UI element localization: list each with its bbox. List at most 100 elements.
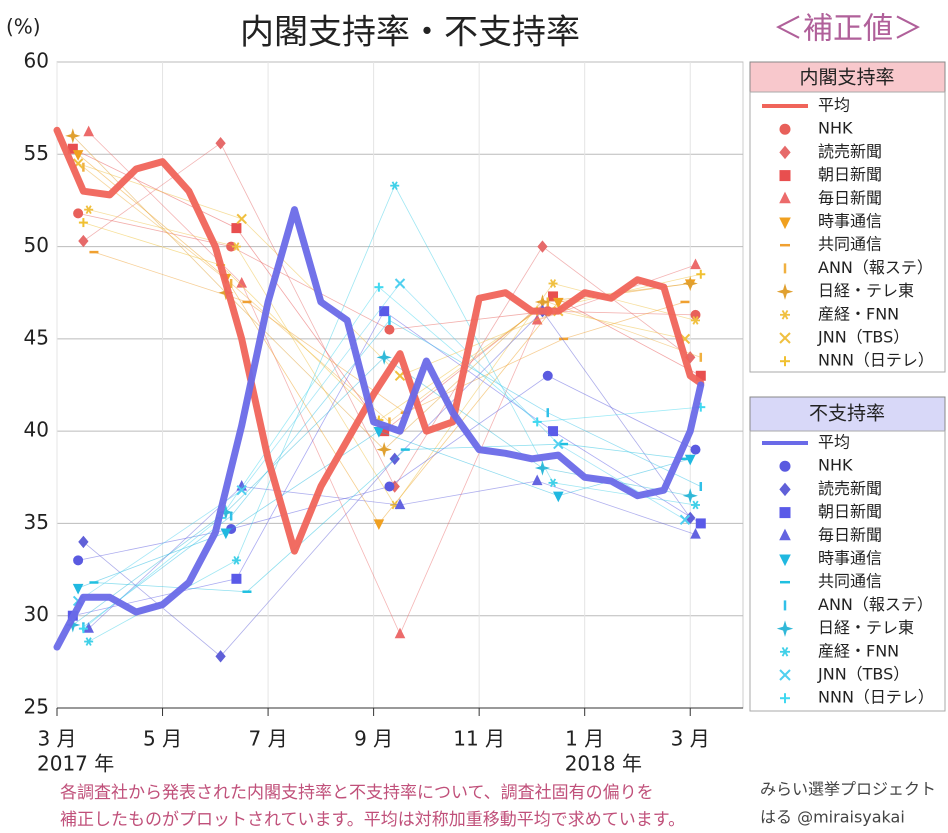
marker bbox=[779, 554, 791, 567]
y-tick-label: 40 bbox=[24, 418, 49, 442]
marker-part bbox=[215, 137, 226, 150]
legend-label: 日経・テレ東 bbox=[818, 281, 914, 300]
x-tick-label: 9 月 bbox=[354, 727, 393, 751]
marker-part bbox=[779, 217, 791, 230]
legend-header bbox=[749, 61, 946, 93]
marker bbox=[231, 573, 242, 584]
marker-part bbox=[72, 583, 84, 595]
marker-part bbox=[236, 484, 247, 496]
marker-part bbox=[236, 213, 247, 225]
year-label: 2017 年 bbox=[37, 752, 114, 776]
marker bbox=[691, 316, 701, 325]
footnote: 各調査社から発表された内閣支持率と不支持率について、調査社固有の偏りを bbox=[60, 783, 654, 803]
marker-part bbox=[692, 316, 699, 325]
marker bbox=[84, 205, 94, 215]
marker-part bbox=[781, 647, 789, 657]
marker bbox=[390, 181, 400, 191]
marker bbox=[780, 647, 790, 657]
marker-part bbox=[233, 555, 240, 565]
marker-part bbox=[531, 474, 543, 486]
chart-title: 内閣支持率・不支持率 bbox=[240, 13, 580, 53]
marker-part bbox=[682, 275, 698, 292]
marker-part bbox=[682, 488, 698, 504]
legend-label: 日経・テレ東 bbox=[818, 618, 914, 637]
credit: はる @miraisyakai bbox=[760, 808, 905, 827]
marker-part bbox=[85, 637, 92, 646]
legend-label: 読売新聞 bbox=[818, 142, 882, 161]
legend-label: NNN（日テレ） bbox=[818, 688, 934, 707]
marker bbox=[690, 258, 701, 270]
marker-part bbox=[373, 519, 385, 530]
marker bbox=[776, 283, 794, 300]
marker bbox=[552, 491, 564, 503]
marker-part bbox=[779, 554, 791, 567]
y-tick-label: 25 bbox=[24, 695, 49, 719]
marker bbox=[780, 693, 790, 704]
legend-label: JNN（TBS） bbox=[817, 665, 909, 684]
marker bbox=[779, 332, 791, 344]
marker bbox=[394, 627, 406, 639]
marker bbox=[695, 518, 706, 529]
marker bbox=[780, 356, 790, 367]
y-tick-label: 35 bbox=[24, 510, 49, 534]
marker-part bbox=[553, 438, 564, 450]
marker-part bbox=[779, 332, 791, 344]
marker-part bbox=[542, 370, 553, 381]
marker bbox=[373, 427, 385, 438]
legend-label: 読売新聞 bbox=[818, 479, 882, 498]
legend-label: 共同通信 bbox=[818, 572, 882, 591]
marker-part bbox=[233, 242, 240, 251]
marker-part bbox=[552, 491, 564, 503]
legend-label: 朝日新聞 bbox=[818, 502, 882, 521]
marker-part bbox=[215, 650, 226, 663]
marker bbox=[394, 498, 406, 510]
credit: みらい選挙プロジェクト bbox=[760, 780, 936, 799]
marker bbox=[73, 208, 84, 219]
marker bbox=[776, 620, 794, 637]
marker-part bbox=[779, 145, 791, 160]
marker bbox=[215, 137, 226, 150]
y-tick-label: 55 bbox=[24, 141, 49, 165]
marker-part bbox=[776, 620, 794, 637]
y-tick-label: 50 bbox=[24, 233, 49, 257]
marker bbox=[236, 213, 247, 225]
marker bbox=[231, 555, 241, 565]
legend-box bbox=[749, 430, 946, 712]
x-tick-label: 3 月 bbox=[671, 727, 710, 751]
marker-part bbox=[534, 460, 551, 476]
average-line bbox=[53, 206, 705, 651]
marker bbox=[78, 218, 88, 228]
legend-label: 毎日新聞 bbox=[818, 188, 882, 207]
x-tick-label: 5 月 bbox=[143, 727, 182, 751]
marker-part bbox=[692, 500, 699, 510]
marker bbox=[779, 460, 791, 472]
x-tick-label: 11 月 bbox=[453, 727, 505, 751]
marker bbox=[72, 583, 84, 595]
marker bbox=[548, 426, 559, 437]
legend-label: NHK bbox=[818, 456, 853, 475]
marker-part bbox=[78, 234, 89, 248]
marker bbox=[72, 150, 84, 161]
marker-part bbox=[394, 627, 406, 639]
marker bbox=[779, 123, 791, 135]
marker bbox=[682, 488, 698, 504]
marker-part bbox=[695, 518, 706, 529]
marker-part bbox=[779, 507, 791, 519]
marker bbox=[779, 217, 791, 230]
marker bbox=[780, 310, 790, 320]
marker bbox=[696, 269, 706, 279]
marker-part bbox=[779, 460, 791, 472]
marker bbox=[231, 242, 241, 251]
legend-label: NHK bbox=[818, 119, 853, 138]
marker-part bbox=[384, 481, 395, 492]
marker-part bbox=[65, 128, 81, 144]
legend-title: 不支持率 bbox=[809, 403, 885, 425]
year-label: 2018 年 bbox=[565, 752, 642, 776]
marker-part bbox=[779, 669, 791, 681]
marker-part bbox=[83, 125, 94, 137]
marker-part bbox=[85, 205, 92, 215]
legend-label: 毎日新聞 bbox=[818, 525, 882, 544]
marker-part bbox=[376, 349, 392, 365]
marker bbox=[779, 507, 791, 519]
